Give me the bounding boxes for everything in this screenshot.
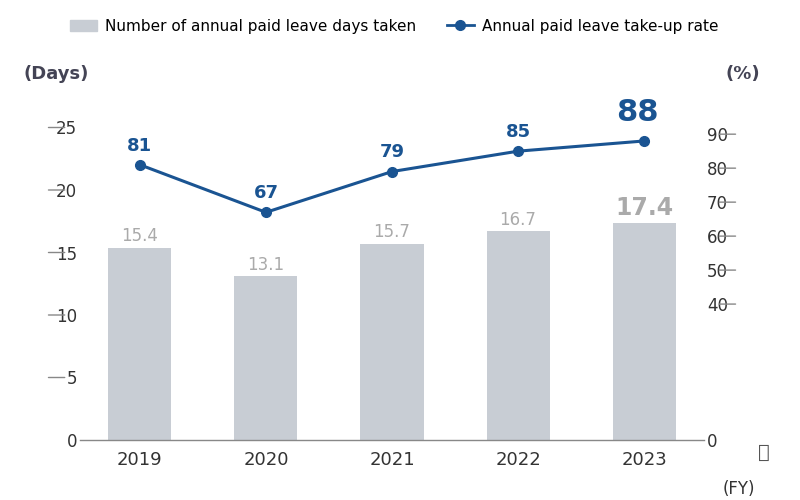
Text: 15.4: 15.4	[122, 227, 158, 245]
Text: 17.4: 17.4	[615, 196, 673, 220]
Text: (FY): (FY)	[722, 480, 754, 498]
Text: 85: 85	[506, 123, 530, 141]
Bar	[234, 276, 298, 440]
Bar	[361, 244, 423, 440]
Text: (Days): (Days)	[24, 65, 90, 83]
Text: (%): (%)	[726, 65, 760, 83]
Text: 15.7: 15.7	[374, 223, 410, 242]
Text: 79: 79	[379, 144, 405, 162]
Text: 〜: 〜	[758, 443, 770, 462]
Bar	[108, 248, 171, 440]
Legend: Number of annual paid leave days taken, Annual paid leave take-up rate: Number of annual paid leave days taken, …	[64, 12, 724, 40]
Text: 16.7: 16.7	[500, 211, 537, 229]
Text: 88: 88	[617, 98, 659, 128]
Text: 81: 81	[127, 136, 153, 154]
Text: 13.1: 13.1	[247, 256, 285, 274]
Bar	[486, 231, 550, 440]
Text: 67: 67	[254, 184, 278, 202]
Bar	[613, 222, 676, 440]
